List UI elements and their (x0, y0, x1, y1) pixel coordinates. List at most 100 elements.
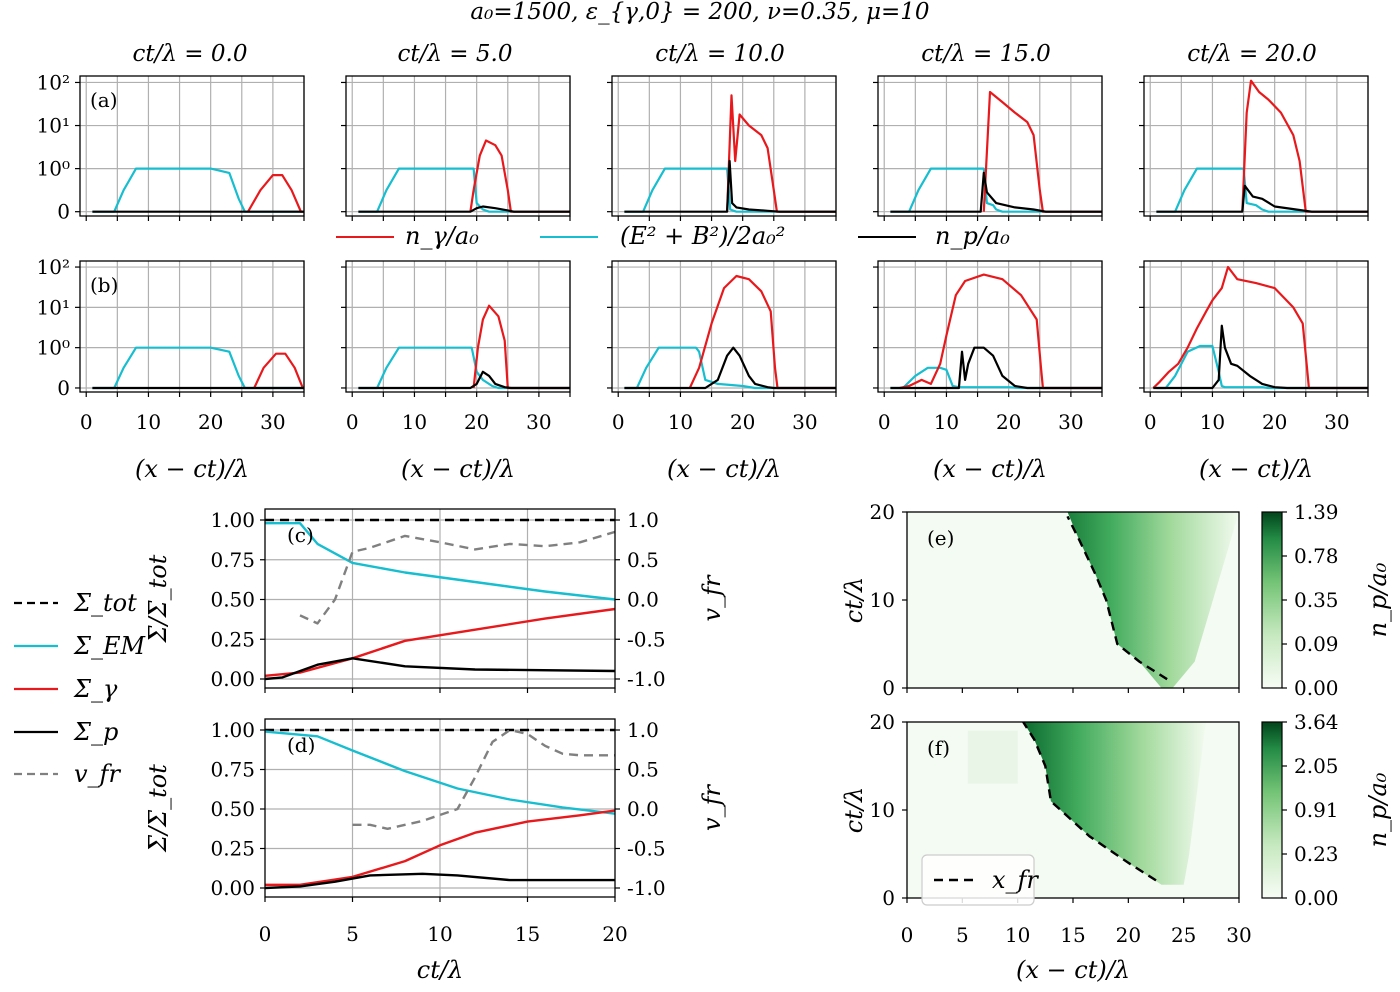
colorbar-tick-label: 0.00 (1294, 886, 1339, 910)
x-tick-label: 20 (1116, 923, 1141, 947)
y-tick-label: 0 (57, 200, 70, 224)
y-axis-label: ct/λ (840, 787, 868, 833)
em-line (1156, 344, 1368, 390)
y-tick-label: 10¹ (37, 295, 70, 319)
x-tick-label: 15 (1060, 923, 1085, 947)
energy-legend: Σ_tot Σ_EM Σ_γ Σ_p v_fr (14, 589, 146, 788)
y-tick-label: 0.25 (210, 627, 255, 651)
panel-frame (79, 75, 305, 217)
y-tick-label: 0.50 (210, 588, 255, 612)
series-_-line (265, 809, 616, 886)
panel-frame (345, 75, 571, 217)
panel-label: (a) (90, 88, 118, 112)
panel-frame (1143, 260, 1369, 393)
x-tick-label: 10 (1200, 410, 1225, 434)
colorbar-tick-label: 0.78 (1294, 544, 1339, 568)
em-line (890, 366, 1102, 390)
x-tick-label: 10 (934, 410, 959, 434)
em-line (624, 167, 836, 213)
colorbar-label: n_p/a₀ (1364, 562, 1392, 637)
panel-b-4: 0 10 20 30 (x − ct)/λ (1139, 260, 1369, 483)
x-tick-label: 0 (259, 922, 272, 946)
x-tick-label: 0 (901, 923, 914, 947)
y-tick-label: 10² (37, 255, 70, 279)
panel-frame (345, 260, 571, 393)
panel-a-4 (1139, 75, 1369, 221)
colorbar-tick-label: 0.09 (1294, 632, 1339, 656)
y-tick-label: 10 (870, 588, 895, 612)
x-tick-label: 30 (1324, 410, 1349, 434)
y-tick-label: 1.00 (210, 718, 255, 742)
series-_EM-line (264, 730, 616, 815)
x-tick-label: 20 (198, 410, 223, 434)
legend-em-label: (E² + B²)/2a₀² (620, 222, 785, 250)
y2-tick-label: 0.0 (627, 588, 659, 612)
col-title-4: ct/λ = 20.0 (1187, 41, 1317, 67)
photon-line (982, 90, 1102, 213)
panel-b-0: 0 10⁰ 10¹ 10² 0 10 20 30 (x − ct)/λ (b) (37, 255, 305, 483)
panel-c: 0.00 0.25 0.50 0.75 1.00 -1.0 -0.5 0.0 0.5 1.0 (c)… (144, 508, 726, 693)
pair-line (890, 346, 1102, 390)
heatmap-legend: x_fr (921, 854, 1039, 906)
x-axis-label: (x − ct)/λ (1016, 956, 1130, 984)
x-tick-label: 20 (996, 410, 1021, 434)
pair-line (1156, 184, 1368, 213)
panel-frame (1143, 75, 1369, 217)
em-line (1156, 167, 1368, 213)
photon-line (899, 273, 1102, 390)
y2-tick-label: 1.0 (627, 718, 659, 742)
x-tick-label: 30 (1226, 923, 1251, 947)
panel-b-2: 0 10 20 30 (x − ct)/λ (607, 260, 837, 483)
y2-axis-label: v_fr (698, 784, 726, 831)
em-line (92, 346, 304, 390)
colorbar-label: n_p/a₀ (1364, 772, 1392, 847)
colorbar-tick-label: 0.00 (1294, 676, 1339, 700)
x-axis-label: (x − ct)/λ (933, 455, 1047, 483)
y-tick-label: 0.75 (210, 548, 255, 572)
x-tick-label: 0 (346, 410, 359, 434)
legend-em2-label: Σ_EM (73, 632, 146, 660)
y2-tick-label: -0.5 (627, 627, 666, 651)
em-line (890, 167, 1102, 213)
colorbar-tick-label: 2.05 (1294, 754, 1339, 778)
colorbar-tick-label: 3.64 (1294, 710, 1339, 734)
y-tick-label: 0.75 (210, 758, 255, 782)
em-line (358, 346, 570, 390)
top-panels: 0 10⁰ 10¹ 10² (a) 0 10⁰ 10¹ 10² 0 10 20 30 (x − ct)/λ… (37, 70, 1369, 483)
x-tick-label: 30 (526, 410, 551, 434)
x-tick-label: 10 (136, 410, 161, 434)
x-axis-label: (x − ct)/λ (1199, 455, 1313, 483)
x-tick-label: 30 (1058, 410, 1083, 434)
pair-line (1153, 324, 1368, 390)
colorbar (1261, 511, 1283, 689)
heatmap-density (1067, 512, 1239, 688)
pair-line (624, 346, 836, 390)
x-tick-label: 0 (878, 410, 891, 434)
y-tick-label: 20 (870, 710, 895, 734)
y2-tick-label: -1.0 (627, 876, 666, 900)
figure-title: a₀=1500, ε_{γ,0} = 200, ν=0.35, μ=10 (470, 0, 929, 25)
panel-a-1 (341, 75, 571, 221)
colorbar-tick-label: 0.91 (1294, 798, 1339, 822)
legend-p-label: Σ_p (73, 718, 118, 746)
y-tick-label: 0 (882, 886, 895, 910)
x-tick-label: 20 (464, 410, 489, 434)
x-tick-label: 10 (402, 410, 427, 434)
x-tick-label: 5 (956, 923, 969, 947)
pair-line (624, 159, 836, 213)
panel-a-0: 0 10⁰ 10¹ 10² (a) (37, 70, 305, 224)
panel-label: (f) (927, 736, 950, 760)
x-axis-label: (x − ct)/λ (135, 455, 249, 483)
y-tick-label: 10² (37, 70, 70, 94)
panel-frame (877, 260, 1103, 393)
panel-b-3: 0 10 20 30 (x − ct)/λ (873, 260, 1103, 483)
em-line (624, 346, 836, 390)
panel-a-2 (607, 75, 837, 221)
y-tick-label: 0 (882, 676, 895, 700)
colorbar-tick-label: 0.23 (1294, 842, 1339, 866)
x-tick-label: 10 (427, 922, 452, 946)
y-tick-label: 10⁰ (37, 336, 70, 360)
y-tick-label: 20 (870, 500, 895, 524)
photon-line (726, 94, 836, 213)
